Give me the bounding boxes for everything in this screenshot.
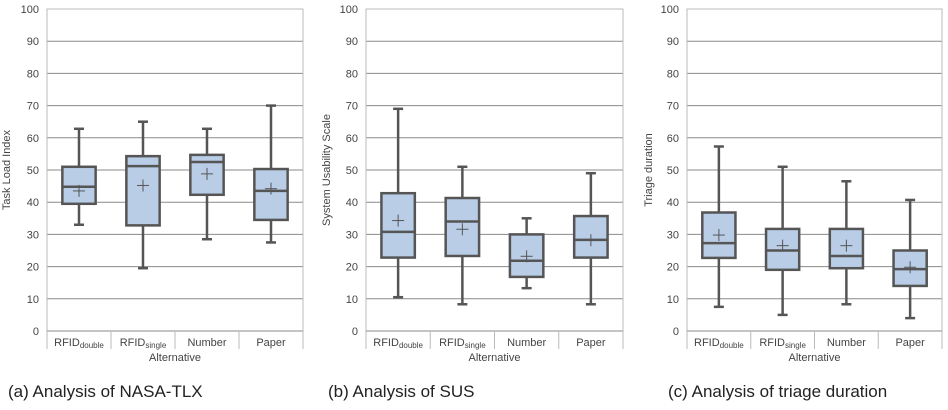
figure-caption: (c) Analysis of triage duration: [668, 382, 887, 401]
x-category-label: RFIDsingle: [439, 337, 486, 350]
y-tick-label: 90: [27, 36, 39, 48]
y-tick-label: 10: [346, 294, 358, 306]
y-tick-label: 20: [667, 262, 679, 274]
x-axis-title: Alternative: [149, 352, 201, 364]
x-axis-title: Alternative: [789, 352, 841, 364]
y-tick-label: 10: [667, 294, 679, 306]
y-tick-label: 70: [346, 101, 358, 113]
box-plot-1: [701, 145, 737, 309]
box-plot-2: [764, 165, 801, 317]
box-plot-2: [125, 120, 161, 270]
y-tick-label: 30: [27, 229, 39, 241]
x-category-label: Number: [187, 337, 226, 349]
x-axis-title: Alternative: [469, 352, 521, 364]
y-tick-label: 70: [667, 101, 679, 113]
box-plot-4: [253, 104, 289, 244]
x-category-label: Number: [827, 337, 866, 349]
y-axis-title: System Usability Scale: [321, 114, 333, 226]
y-tick-label: 30: [667, 229, 679, 241]
figure-caption: (b) Analysis of SUS: [328, 382, 474, 401]
x-category-label: Paper: [256, 337, 286, 349]
y-tick-label: 30: [346, 229, 358, 241]
chart-panel-2: 0 10 20 30 40 50 60 70 80 90 100 RFIDdouble RFIDsing…: [321, 4, 624, 401]
y-tick-label: 0: [33, 326, 39, 338]
y-tick-label: 20: [346, 262, 358, 274]
y-tick-label: 10: [27, 294, 39, 306]
box-plot-4: [892, 198, 928, 320]
y-tick-label: 40: [27, 197, 39, 209]
chart-panel-1: 0 10 20 30 40 50 60 70 80 90 100 RFIDdouble RFIDsing…: [1, 4, 304, 401]
y-tick-label: 90: [346, 36, 358, 48]
figure-caption: (a) Analysis of NASA-TLX: [8, 382, 203, 401]
box-plot-3: [508, 217, 545, 290]
box-plot-1: [61, 127, 97, 226]
y-tick-label: 70: [27, 101, 39, 113]
box-plot-3: [189, 127, 225, 241]
y-tick-label: 40: [346, 197, 358, 209]
y-tick-label: 80: [27, 68, 39, 80]
y-tick-label: 50: [667, 165, 679, 177]
x-category-label: Number: [507, 337, 546, 349]
x-category-label: RFIDdouble: [694, 337, 744, 350]
x-category-label: Paper: [576, 337, 606, 349]
y-tick-label: 100: [661, 4, 679, 16]
y-tick-label: 0: [352, 326, 358, 338]
y-axis-title: Task Load Index: [1, 129, 13, 210]
y-tick-label: 40: [667, 197, 679, 209]
iqr-box: [380, 191, 417, 259]
y-tick-label: 100: [340, 4, 358, 16]
y-tick-label: 80: [346, 68, 358, 80]
chart-panel-3: 0 10 20 30 40 50 60 70 80 90 100 RFIDdouble RFIDsing…: [643, 4, 943, 401]
y-tick-label: 50: [27, 165, 39, 177]
y-tick-label: 60: [667, 133, 679, 145]
y-tick-label: 20: [27, 262, 39, 274]
y-tick-label: 90: [667, 36, 679, 48]
box-plot-2: [444, 165, 481, 306]
x-category-label: RFIDdouble: [54, 337, 104, 350]
y-axis-title: Triage duration: [643, 133, 655, 207]
y-tick-label: 100: [21, 4, 39, 16]
iqr-box: [125, 154, 161, 227]
x-category-label: RFIDsingle: [759, 337, 806, 350]
y-tick-label: 50: [346, 165, 358, 177]
box-plot-4: [572, 171, 609, 306]
box-plot-1: [380, 107, 417, 299]
x-category-label: Paper: [895, 337, 925, 349]
y-tick-label: 60: [346, 133, 358, 145]
x-category-label: RFIDsingle: [120, 337, 167, 350]
x-category-label: RFIDdouble: [373, 337, 423, 350]
y-tick-label: 60: [27, 133, 39, 145]
y-tick-label: 80: [667, 68, 679, 80]
y-tick-label: 0: [673, 326, 679, 338]
box-plot-3: [828, 180, 865, 306]
